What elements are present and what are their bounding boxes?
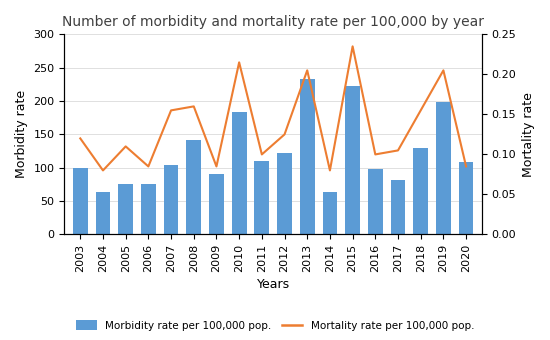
Mortality rate per 100,000 pop. — [417, 108, 424, 113]
Bar — [413, 148, 428, 235]
Line: Mortality rate per 100,000 pop.: Mortality rate per 100,000 pop. — [80, 46, 466, 170]
Mortality rate per 100,000 pop. — [395, 148, 402, 152]
Mortality rate per 100,000 pop. — [258, 152, 265, 156]
Bar — [322, 192, 337, 235]
Y-axis label: Morbidity rate: Morbidity rate — [15, 90, 28, 178]
Mortality rate per 100,000 pop. — [463, 164, 469, 168]
X-axis label: Years: Years — [257, 278, 290, 291]
Mortality rate per 100,000 pop. — [349, 44, 356, 48]
Title: Number of morbidity and mortality rate per 100,000 by year: Number of morbidity and mortality rate p… — [62, 15, 484, 29]
Mortality rate per 100,000 pop. — [100, 168, 106, 172]
Mortality rate per 100,000 pop. — [145, 164, 152, 168]
Mortality rate per 100,000 pop. — [304, 68, 311, 72]
Mortality rate per 100,000 pop. — [236, 60, 243, 64]
Mortality rate per 100,000 pop. — [372, 152, 378, 156]
Bar — [436, 102, 451, 235]
Bar — [368, 169, 383, 235]
Bar — [209, 174, 224, 235]
Y-axis label: Mortality rate: Mortality rate — [522, 92, 535, 177]
Bar — [345, 86, 360, 235]
Bar — [277, 153, 292, 235]
Bar — [186, 140, 201, 235]
Bar — [232, 113, 246, 235]
Bar — [141, 184, 156, 235]
Mortality rate per 100,000 pop. — [77, 136, 84, 140]
Bar — [390, 181, 405, 235]
Legend: Morbidity rate per 100,000 pop., Mortality rate per 100,000 pop.: Morbidity rate per 100,000 pop., Mortali… — [72, 316, 478, 335]
Mortality rate per 100,000 pop. — [213, 164, 220, 168]
Bar — [300, 79, 315, 235]
Mortality rate per 100,000 pop. — [190, 104, 197, 108]
Bar — [255, 161, 269, 235]
Bar — [118, 184, 133, 235]
Mortality rate per 100,000 pop. — [168, 108, 174, 113]
Bar — [164, 165, 178, 235]
Bar — [459, 163, 474, 235]
Mortality rate per 100,000 pop. — [327, 168, 333, 172]
Bar — [96, 192, 111, 235]
Mortality rate per 100,000 pop. — [440, 68, 447, 72]
Mortality rate per 100,000 pop. — [123, 144, 129, 149]
Mortality rate per 100,000 pop. — [281, 132, 288, 136]
Bar — [73, 168, 87, 235]
